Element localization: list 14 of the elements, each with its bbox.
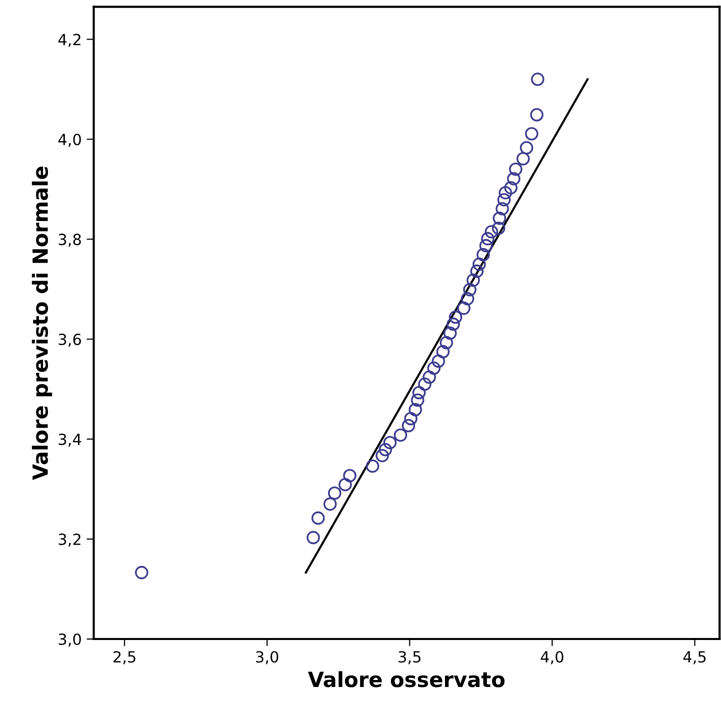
x-tick-label: 3,0 [256,651,278,664]
y-tick-label: 4,2 [58,34,80,47]
y-tick-label: 3,6 [58,334,81,347]
y-tick-label: 3,2 [58,534,80,547]
x-tick-label: 2,5 [113,651,136,664]
y-tick-label: 3,8 [58,234,81,247]
y-axis-title: Valore previsto di Normale [32,166,52,480]
x-axis-title: Valore osservato [308,671,505,688]
y-tick-label: 3,0 [58,633,81,647]
y-tick-label: 4,0 [58,134,81,147]
x-tick-label: 3,5 [398,651,420,664]
y-tick-label: 3,4 [58,434,82,447]
x-tick-label: 4,5 [683,651,706,664]
x-tick-label: 4,0 [540,651,564,664]
